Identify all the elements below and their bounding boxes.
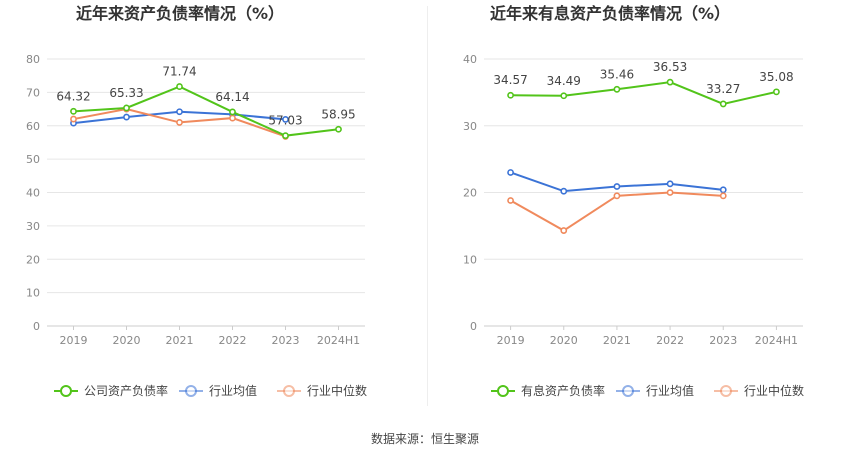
x-tick-label: 2024H1	[317, 334, 360, 347]
industry_median-data-point	[719, 192, 727, 200]
legend-item-industry_median[interactable]: 行业中位数	[714, 383, 804, 398]
industry_avg-data-point	[719, 186, 727, 194]
company-series-line	[73, 85, 339, 137]
company-data-point	[70, 107, 77, 115]
company-data-point	[282, 132, 289, 140]
y-tick-label: 80	[26, 53, 40, 66]
y-tick-label: 50	[26, 153, 40, 166]
company-data-point	[507, 91, 514, 99]
x-tick-label: 2024H1	[755, 334, 798, 347]
chart-title: 近年来资产负债率情况（%）	[76, 4, 284, 23]
x-tick-label: 2021	[166, 334, 194, 347]
data-label: 35.08	[759, 70, 793, 84]
data-label: 71.74	[162, 65, 196, 79]
chart-divider	[427, 6, 428, 406]
y-tick-label: 20	[26, 253, 40, 266]
legend-label: 行业中位数	[744, 383, 804, 398]
data-label: 64.14	[215, 90, 249, 104]
industry_median-data-point	[507, 197, 514, 204]
y-tick-label: 10	[26, 287, 40, 300]
company-data-point	[123, 104, 130, 112]
industry_median-data-point	[176, 119, 183, 126]
x-tick-label: 2021	[603, 334, 631, 347]
legend-item-company[interactable]: 公司资产负债率	[54, 383, 168, 398]
x-tick-label: 2020	[550, 334, 578, 347]
company-data-point	[719, 100, 727, 108]
company-data-point	[335, 125, 342, 133]
legend-label: 行业中位数	[307, 383, 367, 398]
industry_median-data-point	[229, 114, 236, 122]
x-tick-label: 2022	[656, 334, 684, 347]
x-tick-label: 2022	[219, 334, 247, 347]
company-data-point	[613, 85, 621, 93]
y-tick-label: 40	[463, 53, 477, 66]
y-tick-label: 0	[33, 320, 40, 333]
legend-label: 行业均值	[646, 383, 694, 398]
x-tick-label: 2020	[113, 334, 141, 347]
x-tick-label: 2019	[497, 334, 525, 347]
legend-marker-icon	[283, 385, 295, 397]
chart-title: 近年来有息资产负债率情况（%）	[490, 4, 730, 23]
legend-label: 有息资产负债率	[521, 383, 605, 398]
legend-marker-icon	[185, 385, 197, 397]
industry_avg-data-point	[666, 180, 674, 188]
data-label: 33.27	[706, 82, 740, 96]
industry_median-data-point	[70, 115, 77, 123]
y-tick-label: 0	[470, 320, 477, 333]
industry_avg-data-point	[282, 116, 289, 123]
data-label: 35.46	[600, 67, 634, 81]
company-data-point	[773, 88, 780, 96]
industry_avg-data-point	[123, 113, 130, 121]
legend-label: 公司资产负债率	[84, 383, 168, 398]
industry_avg-data-point	[176, 108, 183, 116]
asset-liability-ratio-chart: 近年来资产负债率情况（%） 0 10 20 30 40 50 60 70 80 2019 2020 20…	[26, 4, 367, 398]
data-label: 57.03	[268, 114, 302, 128]
y-tick-label: 60	[26, 120, 40, 133]
data-label: 65.33	[109, 86, 143, 100]
company-data-point	[666, 78, 674, 86]
company-series-line	[510, 81, 777, 105]
industry_avg-data-point	[613, 183, 621, 190]
y-tick-label: 30	[26, 220, 40, 233]
data-label: 36.53	[653, 60, 687, 74]
industry_median-data-point	[666, 189, 674, 196]
y-tick-label: 40	[26, 187, 40, 200]
industry_avg-data-point	[560, 187, 568, 195]
data-label: 34.49	[547, 74, 581, 88]
legend-marker-icon	[720, 385, 732, 397]
legend-item-industry_median[interactable]: 行业中位数	[277, 383, 367, 398]
y-tick-label: 70	[26, 86, 40, 99]
y-tick-label: 20	[463, 187, 477, 200]
legend-item-company[interactable]: 有息资产负债率	[491, 383, 605, 398]
company-data-point	[560, 92, 568, 100]
x-tick-label: 2023	[709, 334, 737, 347]
industry_median-data-point	[560, 227, 568, 234]
y-tick-label: 30	[463, 120, 477, 133]
company-data-point	[176, 83, 183, 90]
interest-bearing-liability-ratio-chart: 近年来有息资产负债率情况（%） 0 10 20 30 40 2019 2020 2021 2022…	[463, 4, 804, 398]
industry_avg-data-point	[507, 169, 514, 176]
legend-item-industry_avg[interactable]: 行业均值	[616, 383, 694, 398]
legend-item-industry_avg[interactable]: 行业均值	[179, 383, 257, 398]
x-tick-label: 2023	[272, 334, 300, 347]
industry_median-data-point	[613, 192, 621, 200]
data-label: 64.32	[56, 89, 90, 103]
data-source-note: 数据来源：恒生聚源	[370, 432, 479, 446]
data-label: 58.95	[321, 107, 355, 121]
legend-label: 行业均值	[209, 383, 257, 398]
legend-marker-icon	[622, 385, 634, 397]
legend-marker-icon	[60, 385, 72, 397]
data-label: 34.57	[493, 73, 527, 87]
legend-marker-icon	[497, 385, 509, 397]
x-tick-label: 2019	[60, 334, 88, 347]
y-tick-label: 10	[463, 253, 477, 266]
company-data-point	[229, 108, 236, 116]
